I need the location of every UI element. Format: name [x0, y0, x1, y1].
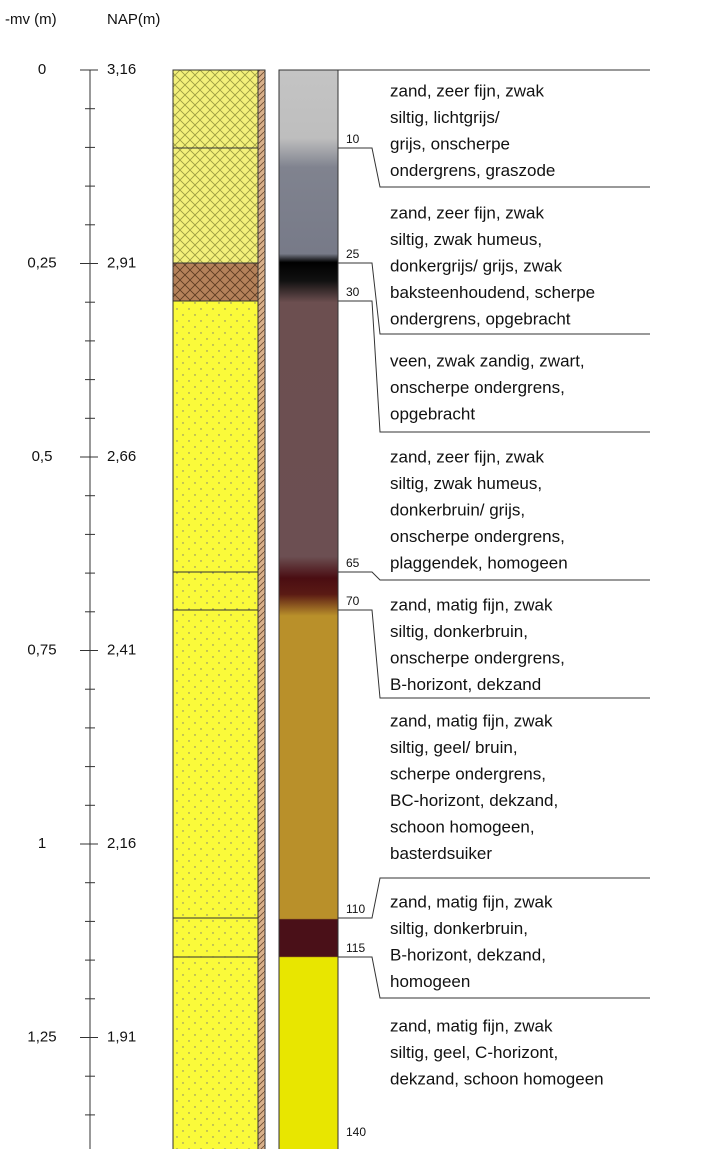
connector [338, 572, 650, 580]
depth-label: 0,5 [32, 448, 53, 465]
layer-description: siltig, donkerbruin, [390, 919, 528, 938]
nap-label: 3,16 [107, 61, 136, 78]
depth-marker: 110 [346, 902, 365, 916]
layer-description: plaggendek, homogeen [390, 553, 568, 572]
layer-description: zand, zeer fijn, zwak [390, 81, 545, 100]
depth-label: 1 [38, 835, 46, 852]
layer-description: siltig, lichtgrijs/ [390, 108, 500, 127]
depth-marker: 10 [346, 132, 360, 146]
layer-description: basterdsuiker [390, 844, 492, 863]
color-column [279, 70, 338, 1149]
litho-rubble [173, 263, 258, 301]
depth-label: 0,75 [27, 641, 56, 658]
layer-description: onscherpe ondergrens, [390, 648, 565, 667]
layer-description: B-horizont, dekzand [390, 675, 541, 694]
nap-label: 2,16 [107, 835, 136, 852]
depth-marker: 30 [346, 285, 360, 299]
depth-marker: 25 [346, 247, 360, 261]
layer-description: zand, matig fijn, zwak [390, 1016, 553, 1035]
layer-description: schoon homogeen, [390, 817, 535, 836]
layer-description: onscherpe ondergrens, [390, 378, 565, 397]
layer-description: zand, matig fijn, zwak [390, 892, 553, 911]
layer-description: donkergrijs/ grijs, zwak [390, 256, 562, 275]
layer-description: veen, zwak zandig, zwart, [390, 351, 585, 370]
layer-description: BC-horizont, dekzand, [390, 791, 558, 810]
layer-description: opgebracht [390, 404, 475, 423]
nap-label: 1,91 [107, 1028, 136, 1045]
depth-label: 0 [38, 61, 46, 78]
depth-label: 0,25 [27, 254, 56, 271]
layer-description: B-horizont, dekzand, [390, 945, 546, 964]
layer-description: siltig, zwak humeus, [390, 474, 542, 493]
nap-label: 2,91 [107, 254, 136, 271]
layer-description: donkerbruin/ grijs, [390, 500, 525, 519]
layer-description: baksteenhoudend, scherpe [390, 283, 595, 302]
depth-marker: 65 [346, 556, 360, 570]
depth-marker: 115 [346, 941, 365, 955]
layer-description: scherpe ondergrens, [390, 764, 546, 783]
nap-label: 2,66 [107, 448, 136, 465]
layer-description: zand, matig fijn, zwak [390, 595, 553, 614]
layer-description: siltig, zwak humeus, [390, 230, 542, 249]
layer-description: zand, zeer fijn, zwak [390, 203, 545, 222]
depth-header: -mv (m) [5, 11, 57, 28]
depth-marker: 140 [346, 1125, 366, 1139]
layer-description: onscherpe ondergrens, [390, 527, 565, 546]
depth-marker: 70 [346, 594, 360, 608]
layer-description: grijs, onscherpe [390, 134, 510, 153]
layer-description: siltig, geel/ bruin, [390, 738, 518, 757]
layer-description: siltig, donkerbruin, [390, 622, 528, 641]
layer-description: homogeen [390, 972, 470, 991]
nap-header: NAP(m) [107, 11, 160, 28]
layer-description: dekzand, schoon homogeen [390, 1069, 604, 1088]
borehole-log: -mv (m) NAP(m) 0 3,16 0,25 2,91 0,5 2,66 0,75 2… [0, 0, 707, 1149]
layer-description: ondergrens, opgebracht [390, 309, 571, 328]
litho-strip [258, 70, 265, 1149]
layer-description: zand, zeer fijn, zwak [390, 447, 545, 466]
layer-description: siltig, geel, C-horizont, [390, 1043, 558, 1062]
layer-description: ondergrens, graszode [390, 161, 555, 180]
nap-label: 2,41 [107, 641, 136, 658]
layer-description: zand, matig fijn, zwak [390, 711, 553, 730]
litho-clay [173, 70, 258, 263]
depth-label: 1,25 [27, 1028, 56, 1045]
litho-sand [173, 301, 258, 1149]
